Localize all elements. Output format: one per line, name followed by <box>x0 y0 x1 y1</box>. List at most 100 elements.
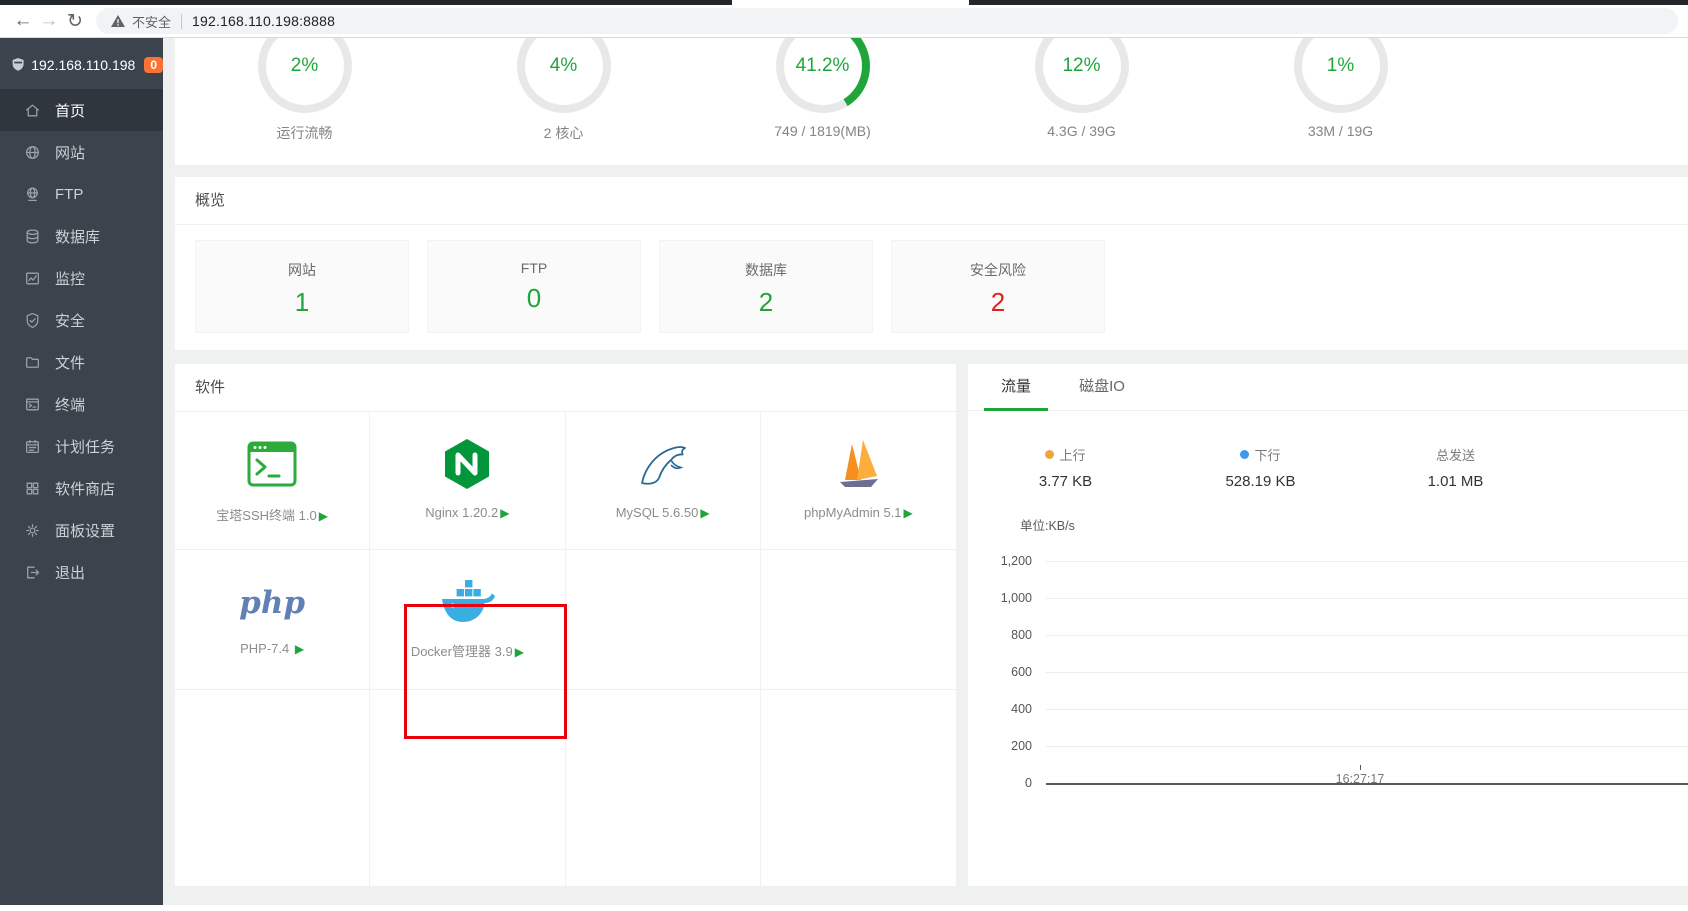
x-tick-label: 16:27:17 <box>1335 772 1385 786</box>
app-label: phpMyAdmin 5.1 ▶ <box>803 505 913 520</box>
sidebar-item-label: 终端 <box>55 396 86 414</box>
card-security-risk[interactable]: 安全风险 2 <box>891 240 1105 333</box>
back-button[interactable]: ← <box>13 10 33 31</box>
stat-label: 下行 <box>1254 448 1281 463</box>
shield-check-icon <box>26 312 39 328</box>
start-icon[interactable]: ▶ <box>514 645 524 659</box>
sidebar-item-ftp[interactable]: FTP <box>0 173 163 215</box>
php-icon: php <box>239 585 306 621</box>
browser-tabstrip <box>0 0 1688 5</box>
sidebar-item-database[interactable]: 数据库 <box>0 215 163 257</box>
gauge-label: 33M / 19G <box>1307 123 1374 139</box>
grid-icon <box>26 482 39 494</box>
home-icon <box>26 104 39 116</box>
sidebar-item-label: 数据库 <box>55 228 101 246</box>
traffic-panel: 流量 磁盘IO 上行 3.77 KB 下行 528.19 KB 总发送 1.01… <box>968 364 1688 886</box>
tab-traffic[interactable]: 流量 <box>984 364 1048 411</box>
warning-triangle-icon <box>111 15 125 27</box>
mysql-dolphin-icon <box>634 436 692 492</box>
app-php[interactable]: php PHP-7.4 ▶ <box>175 550 371 690</box>
server-identity[interactable]: 192.168.110.198 0 <box>0 38 163 75</box>
logout-icon <box>27 566 40 578</box>
software-panel: 软件 宝塔SSH终端 1.0 ▶ <box>175 364 956 886</box>
sidebar-item-settings[interactable]: 面板设置 <box>0 509 163 551</box>
sidebar-item-label: 首页 <box>55 102 86 120</box>
app-docker[interactable]: Docker管理器 3.9 ▶ <box>370 550 566 690</box>
forward-button[interactable]: → <box>39 10 59 31</box>
app-phpmyadmin[interactable]: phpMyAdmin 5.1 ▶ <box>760 412 956 550</box>
chart-unit-label: 单位:KB/s <box>1020 519 1075 533</box>
sidebar-item-terminal[interactable]: 终端 <box>0 383 163 425</box>
reload-button[interactable]: ↻ <box>67 10 83 32</box>
app-label: 宝塔SSH终端 1.0 ▶ <box>216 508 328 523</box>
sidebar-item-website[interactable]: 网站 <box>0 131 163 173</box>
gauge-cpu: 4% 2 核心 <box>434 38 693 143</box>
card-database[interactable]: 数据库 2 <box>659 240 873 333</box>
bt-logo-shield-icon <box>12 58 24 71</box>
gauge-label: 运行流畅 <box>276 125 333 141</box>
card-label: 数据库 <box>745 262 787 278</box>
status-gauges-panel: 2% 运行流畅 4% 2 核心 41.2% 749 / 1819(MB) 12%… <box>175 38 1688 165</box>
sidebar-item-monitor[interactable]: 监控 <box>0 257 163 299</box>
y-tick-label: 600 <box>1011 665 1032 679</box>
sidebar-item-label: 软件商店 <box>55 480 116 498</box>
empty-cell <box>761 690 956 886</box>
sidebar-item-security[interactable]: 安全 <box>0 299 163 341</box>
start-icon[interactable]: ▶ <box>700 506 710 520</box>
stat-downstream: 下行 528.19 KB <box>1163 445 1358 490</box>
sidebar: 192.168.110.198 0 首页 网站 FTP 数据库 监控 <box>0 38 163 911</box>
sidebar-item-label: 文件 <box>55 354 86 372</box>
gauge-percent: 41.2% <box>795 55 850 76</box>
y-tick-label: 200 <box>1011 739 1032 753</box>
sidebar-item-label: 监控 <box>55 270 86 288</box>
globe-icon <box>26 145 39 159</box>
card-label: 网站 <box>288 262 316 278</box>
active-tab-notch[interactable] <box>732 0 969 5</box>
y-tick-label: 1,200 <box>1000 554 1032 568</box>
message-badge[interactable]: 0 <box>144 56 163 73</box>
upstream-dot-icon <box>1045 450 1055 459</box>
monitor-chart-icon <box>26 272 39 284</box>
sidebar-item-home[interactable]: 首页 <box>0 89 163 131</box>
card-value: 0 <box>526 283 542 313</box>
stat-label: 总发送 <box>1435 448 1475 463</box>
gauge-percent: 12% <box>1062 55 1101 76</box>
sidebar-item-label: 计划任务 <box>55 438 116 456</box>
app-bt-ssh-terminal[interactable]: 宝塔SSH终端 1.0 ▶ <box>175 412 371 550</box>
empty-cell <box>760 550 956 690</box>
start-icon[interactable]: ▶ <box>903 506 913 520</box>
security-warning-label[interactable]: 不安全 <box>132 14 172 30</box>
sidebar-item-appstore[interactable]: 软件商店 <box>0 467 163 509</box>
start-icon[interactable]: ▶ <box>318 509 328 523</box>
card-ftp[interactable]: FTP 0 <box>427 240 641 333</box>
database-icon <box>26 228 39 244</box>
gauge-percent: 1% <box>1326 55 1355 76</box>
sidebar-item-label: 网站 <box>55 144 86 162</box>
software-title: 软件 <box>175 364 956 412</box>
gauge-label: 749 / 1819(MB) <box>774 123 871 139</box>
address-bar[interactable]: 不安全 192.168.110.198:8888 <box>96 8 1678 34</box>
overview-panel: 概览 网站 1 FTP 0 数据库 2 安全风险 2 <box>175 177 1688 350</box>
gauge-disk-root: 12% 4.3G / 39G <box>952 38 1211 143</box>
sidebar-item-label: 安全 <box>55 312 86 330</box>
gauge-disk-www: 1% 33M / 19G <box>1211 38 1470 143</box>
sidebar-item-files[interactable]: 文件 <box>0 341 163 383</box>
y-tick-label: 0 <box>1025 776 1032 790</box>
stat-label: 上行 <box>1059 448 1086 463</box>
y-tick-label: 800 <box>1011 628 1032 642</box>
card-website[interactable]: 网站 1 <box>195 240 409 333</box>
address-separator <box>181 13 183 29</box>
gauge-memory: 41.2% 749 / 1819(MB) <box>693 38 952 143</box>
sidebar-item-cron[interactable]: 计划任务 <box>0 425 163 467</box>
start-icon[interactable]: ▶ <box>500 506 510 520</box>
bottom-strip <box>0 905 1688 911</box>
start-icon[interactable]: ▶ <box>294 642 305 656</box>
tab-disk-io[interactable]: 磁盘IO <box>1079 378 1125 395</box>
card-value: 2 <box>990 287 1006 317</box>
empty-cell <box>175 690 371 886</box>
url-text[interactable]: 192.168.110.198:8888 <box>192 13 336 29</box>
app-mysql[interactable]: MySQL 5.6.50 ▶ <box>565 412 761 550</box>
sidebar-item-logout[interactable]: 退出 <box>0 551 163 593</box>
app-nginx[interactable]: Nginx 1.20.2 ▶ <box>370 412 566 550</box>
sidebar-item-label: FTP <box>55 185 84 203</box>
